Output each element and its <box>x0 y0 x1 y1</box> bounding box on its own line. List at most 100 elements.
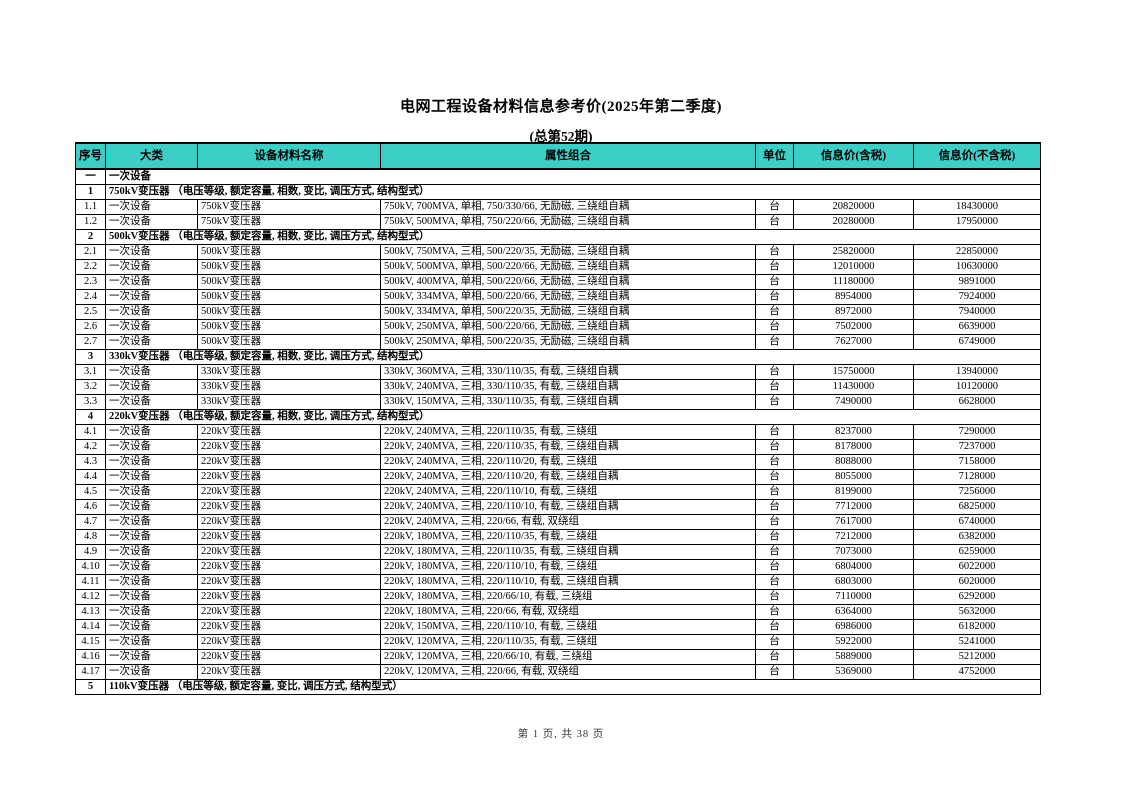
cell-seq: 4.3 <box>75 454 106 470</box>
cell-category: 一次设备 <box>105 199 198 215</box>
cell-price-without-tax: 5241000 <box>913 634 1041 650</box>
cell-price-with-tax: 20820000 <box>793 199 914 215</box>
cell-attrs: 330kV, 150MVA, 三相, 330/110/35, 有载, 三绕组自耦 <box>380 394 756 410</box>
cell-name: 330kV变压器 <box>197 379 381 395</box>
cell-price-with-tax: 11430000 <box>793 379 914 395</box>
cell-unit: 台 <box>755 604 794 620</box>
cell-price-with-tax: 25820000 <box>793 244 914 260</box>
cell-price-without-tax: 6825000 <box>913 499 1041 515</box>
cell-price-without-tax: 5632000 <box>913 604 1041 620</box>
cell-price-without-tax: 7290000 <box>913 424 1041 440</box>
cell-price-without-tax: 10630000 <box>913 259 1041 275</box>
cell-group-label: 330kV变压器 （电压等级, 额定容量, 相数, 变比, 调压方式, 结构型式… <box>105 349 1041 365</box>
item-row: 4.17 一次设备 220kV变压器 220kV, 120MVA, 三相, 220/6… <box>75 664 1041 680</box>
cell-attrs: 220kV, 240MVA, 三相, 220/66, 有载, 双绕组 <box>380 514 756 530</box>
cell-unit: 台 <box>755 214 794 230</box>
item-row: 4.5 一次设备 220kV变压器 220kV, 240MVA, 三相, 220/11… <box>75 484 1041 500</box>
cell-price-with-tax: 7502000 <box>793 319 914 335</box>
cell-seq: 2.2 <box>75 259 106 275</box>
cell-price-without-tax: 6639000 <box>913 319 1041 335</box>
cell-attrs: 220kV, 240MVA, 三相, 220/110/35, 有载, 三绕组自耦 <box>380 439 756 455</box>
cell-seq: 4.10 <box>75 559 106 575</box>
cell-unit: 台 <box>755 664 794 680</box>
cell-name: 220kV变压器 <box>197 649 381 665</box>
cell-price-with-tax: 7712000 <box>793 499 914 515</box>
cell-attrs: 220kV, 180MVA, 三相, 220/66/10, 有载, 三绕组 <box>380 589 756 605</box>
cell-price-with-tax: 12010000 <box>793 259 914 275</box>
cell-unit: 台 <box>755 274 794 290</box>
cell-name: 220kV变压器 <box>197 634 381 650</box>
cell-unit: 台 <box>755 454 794 470</box>
cell-name: 750kV变压器 <box>197 214 381 230</box>
col-header-unit: 单位 <box>755 142 794 170</box>
cell-unit: 台 <box>755 259 794 275</box>
cell-unit: 台 <box>755 499 794 515</box>
cell-seq: 2.3 <box>75 274 106 290</box>
cell-seq: 4.2 <box>75 439 106 455</box>
page-title: 电网工程设备材料信息参考价(2025年第二季度) <box>400 99 722 115</box>
cell-category: 一次设备 <box>105 619 198 635</box>
cell-price-with-tax: 7490000 <box>793 394 914 410</box>
cell-category: 一次设备 <box>105 559 198 575</box>
cell-price-with-tax: 5369000 <box>793 664 914 680</box>
cell-group-label: 110kV变压器 （电压等级, 额定容量, 变比, 调压方式, 结构型式） <box>105 679 1041 695</box>
cell-attrs: 220kV, 240MVA, 三相, 220/110/10, 有载, 三绕组 <box>380 484 756 500</box>
cell-price-with-tax: 8237000 <box>793 424 914 440</box>
section-row: 1 750kV变压器 （电压等级, 额定容量, 相数, 变比, 调压方式, 结构型… <box>75 184 1041 200</box>
cell-seq: 2.7 <box>75 334 106 350</box>
cell-price-without-tax: 10120000 <box>913 379 1041 395</box>
cell-price-without-tax: 4752000 <box>913 664 1041 680</box>
cell-category: 一次设备 <box>105 274 198 290</box>
cell-price-without-tax: 22850000 <box>913 244 1041 260</box>
cell-seq: 3.3 <box>75 394 106 410</box>
cell-attrs: 220kV, 180MVA, 三相, 220/110/35, 有载, 三绕组自耦 <box>380 544 756 560</box>
cell-attrs: 500kV, 250MVA, 单相, 500/220/35, 无励磁, 三绕组自… <box>380 334 756 350</box>
cell-name: 220kV变压器 <box>197 514 381 530</box>
cell-unit: 台 <box>755 394 794 410</box>
cell-seq: 2.5 <box>75 304 106 320</box>
item-row: 4.10 一次设备 220kV变压器 220kV, 180MVA, 三相, 220/1… <box>75 559 1041 575</box>
page-subtitle: (总第52期) <box>529 129 593 144</box>
item-row: 4.7 一次设备 220kV变压器 220kV, 240MVA, 三相, 220/66… <box>75 514 1041 530</box>
cell-price-with-tax: 5922000 <box>793 634 914 650</box>
cell-unit: 台 <box>755 334 794 350</box>
cell-price-without-tax: 6382000 <box>913 529 1041 545</box>
cell-category: 一次设备 <box>105 334 198 350</box>
item-row: 3.2 一次设备 330kV变压器 330kV, 240MVA, 三相, 330/11… <box>75 379 1041 395</box>
cell-category: 一次设备 <box>105 379 198 395</box>
cell-attrs: 500kV, 400MVA, 单相, 500/220/66, 无励磁, 三绕组自… <box>380 274 756 290</box>
cell-category: 一次设备 <box>105 514 198 530</box>
cell-seq: 2.4 <box>75 289 106 305</box>
cell-category: 一次设备 <box>105 214 198 230</box>
cell-price-with-tax: 7617000 <box>793 514 914 530</box>
cell-name: 220kV变压器 <box>197 424 381 440</box>
cell-category: 一次设备 <box>105 439 198 455</box>
cell-name: 220kV变压器 <box>197 544 381 560</box>
cell-seq: 4.17 <box>75 664 106 680</box>
cell-seq: 4.6 <box>75 499 106 515</box>
cell-unit: 台 <box>755 199 794 215</box>
cell-unit: 台 <box>755 589 794 605</box>
cell-seq: 3 <box>75 349 106 365</box>
cell-name: 220kV变压器 <box>197 574 381 590</box>
cell-group-label: 750kV变压器 （电压等级, 额定容量, 相数, 变比, 调压方式, 结构型式… <box>105 184 1041 200</box>
cell-category: 一次设备 <box>105 529 198 545</box>
cell-seq: 1 <box>75 184 106 200</box>
cell-unit: 台 <box>755 319 794 335</box>
cell-price-without-tax: 7924000 <box>913 289 1041 305</box>
item-row: 4.3 一次设备 220kV变压器 220kV, 240MVA, 三相, 220/11… <box>75 454 1041 470</box>
cell-category: 一次设备 <box>105 589 198 605</box>
col-header-price-with-tax: 信息价(含税) <box>793 142 914 170</box>
cell-group-label: 500kV变压器 （电压等级, 额定容量, 相数, 变比, 调压方式, 结构型式… <box>105 229 1041 245</box>
table-header-row: 序号 大类 设备材料名称 属性组合 单位 信息价(含税) 信息价(不含税) <box>75 142 1041 170</box>
cell-name: 500kV变压器 <box>197 274 381 290</box>
cell-unit: 台 <box>755 244 794 260</box>
item-row: 4.2 一次设备 220kV变压器 220kV, 240MVA, 三相, 220/11… <box>75 439 1041 455</box>
cell-category: 一次设备 <box>105 484 198 500</box>
item-row: 3.3 一次设备 330kV变压器 330kV, 150MVA, 三相, 330/11… <box>75 394 1041 410</box>
cell-attrs: 220kV, 120MVA, 三相, 220/66, 有载, 双绕组 <box>380 664 756 680</box>
cell-price-with-tax: 20280000 <box>793 214 914 230</box>
item-row: 1.1 一次设备 750kV变压器 750kV, 700MVA, 单相, 750/33… <box>75 199 1041 215</box>
cell-seq: 2.1 <box>75 244 106 260</box>
section-row: 4 220kV变压器 （电压等级, 额定容量, 相数, 变比, 调压方式, 结构型… <box>75 409 1041 425</box>
